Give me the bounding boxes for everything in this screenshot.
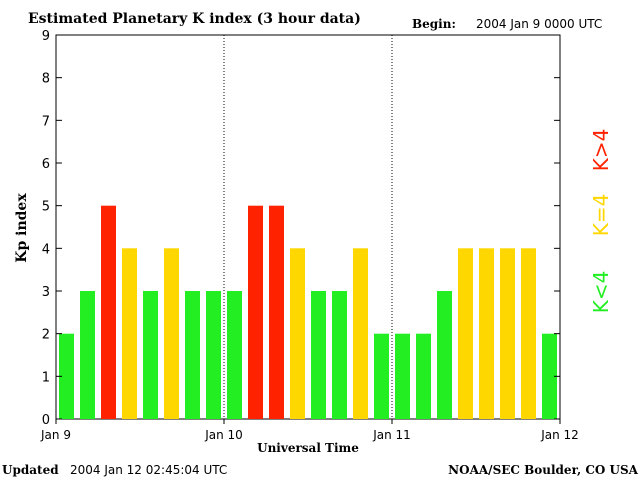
x-tick-label: Jan 12 [540, 428, 579, 442]
y-tick-label: 1 [42, 370, 50, 385]
legend-high: K>4 [589, 129, 613, 172]
source-credit: NOAA/SEC Boulder, CO USA [448, 463, 639, 477]
chart-title: Estimated Planetary K index (3 hour data… [28, 11, 361, 27]
kp-bar [59, 333, 74, 419]
kp-bar [479, 248, 494, 419]
kp-bar [500, 248, 515, 419]
day-separators [223, 35, 393, 419]
y-axis-ticks: 0 1 2 3 4 5 6 7 8 9 [42, 29, 560, 428]
y-tick-label: 7 [42, 114, 50, 129]
y-tick-label: 0 [42, 413, 50, 428]
kp-bar [416, 333, 431, 419]
y-tick-label: 2 [42, 328, 50, 343]
begin-label: Begin: [412, 17, 456, 31]
y-tick-label: 8 [42, 72, 50, 87]
kp-bar [521, 248, 536, 419]
plot-frame [55, 34, 561, 420]
y-tick-label: 5 [42, 200, 50, 215]
x-axis-label: Universal Time [257, 441, 359, 455]
kp-bar [227, 291, 242, 419]
kp-bar [458, 248, 473, 419]
kp-bar [311, 291, 326, 419]
kp-bar [290, 248, 305, 419]
y-axis-label: Kp index [14, 193, 30, 263]
y-tick-label: 4 [42, 242, 50, 257]
legend-low: K<4 [589, 271, 613, 314]
kp-bar [542, 333, 557, 419]
kp-bar [332, 291, 347, 419]
y-tick-label: 9 [42, 29, 50, 44]
kp-bar [437, 291, 452, 419]
kp-bar [374, 333, 389, 419]
bar-series [59, 205, 557, 419]
kp-bar [122, 248, 137, 419]
x-tick-label: Jan 11 [372, 428, 411, 442]
x-tick-label: Jan 9 [40, 428, 71, 442]
kp-bar [164, 248, 179, 419]
updated-value: 2004 Jan 12 02:45:04 UTC [70, 463, 227, 477]
x-tick-label: Jan 10 [204, 428, 243, 442]
kp-bar [80, 291, 95, 419]
x-axis-ticks: Jan 9 Jan 10 Jan 11 Jan 12 [40, 419, 579, 442]
kp-bar [206, 291, 221, 419]
y-tick-label: 3 [42, 285, 50, 300]
kp-bar [269, 205, 284, 419]
y-tick-label: 6 [42, 157, 50, 172]
kp-bar [101, 205, 116, 419]
begin-value: 2004 Jan 9 0000 UTC [476, 17, 602, 31]
kp-bar [353, 248, 368, 419]
legend-mid: K=4 [589, 194, 613, 237]
kp-bar [185, 291, 200, 419]
kp-bar [143, 291, 158, 419]
kp-bar [248, 205, 263, 419]
updated-label: Updated [2, 463, 59, 477]
kp-bar [395, 333, 410, 419]
